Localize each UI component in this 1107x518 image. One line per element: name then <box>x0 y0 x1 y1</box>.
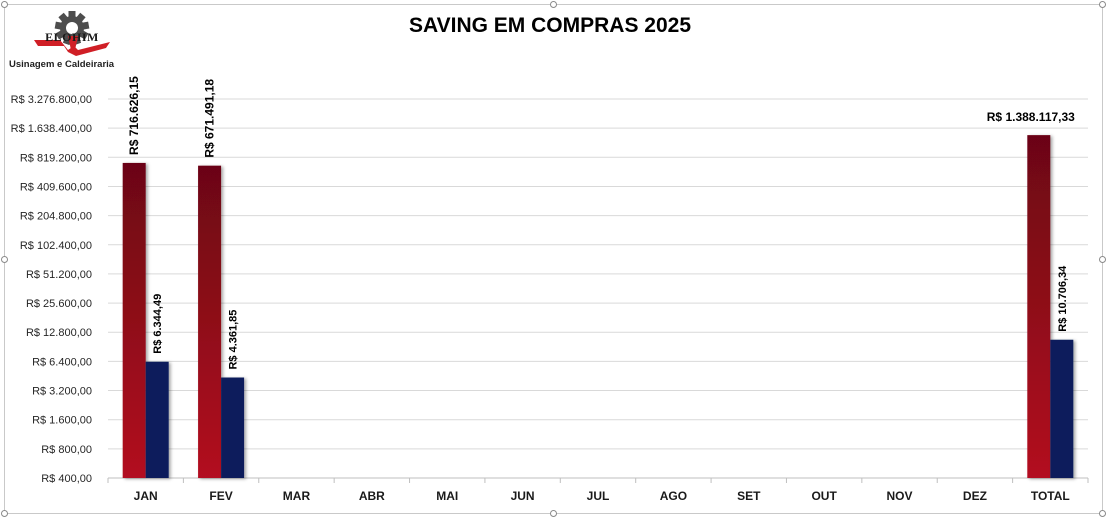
x-tick-label: MAI <box>436 489 458 503</box>
x-tick-label: JUL <box>587 489 610 503</box>
bar-saving[interactable] <box>122 162 146 478</box>
bar-secondary[interactable] <box>1050 339 1074 478</box>
chart-frame <box>4 4 1103 514</box>
resize-handle-bottom-center[interactable] <box>550 510 557 517</box>
data-label: R$ 671.491,18 <box>203 79 217 158</box>
y-tick-label: R$ 400,00 <box>41 473 92 485</box>
y-tick-label: R$ 3.200,00 <box>32 386 92 398</box>
x-tick-label: DEZ <box>963 489 987 503</box>
x-tick-label: TOTAL <box>1031 489 1070 503</box>
y-tick-label: R$ 3.276.800,00 <box>11 94 92 106</box>
y-tick-label: R$ 1.638.400,00 <box>11 123 92 135</box>
y-tick-label: R$ 409.600,00 <box>20 181 92 193</box>
x-tick-label: MAR <box>283 489 311 503</box>
resize-handle-middle-left[interactable] <box>1 256 8 263</box>
company-logo: ELOHIM Usinagem e Caldeiraria <box>8 6 148 72</box>
resize-handle-middle-right[interactable] <box>1099 256 1106 263</box>
resize-handle-top-left[interactable] <box>1 1 8 8</box>
resize-handle-top-right[interactable] <box>1099 1 1106 8</box>
x-tick-label: NOV <box>887 489 913 503</box>
data-label: R$ 4.361,85 <box>228 310 240 370</box>
x-tick-label: SET <box>737 489 761 503</box>
y-tick-label: R$ 6.400,00 <box>32 356 92 368</box>
bar-secondary[interactable] <box>221 377 245 478</box>
y-tick-label: R$ 12.800,00 <box>26 327 92 339</box>
y-tick-label: R$ 819.200,00 <box>20 152 92 164</box>
x-tick-label: AGO <box>660 489 687 503</box>
data-label: R$ 6.344,49 <box>152 294 164 354</box>
bar-saving[interactable] <box>198 165 222 478</box>
y-tick-label: R$ 800,00 <box>41 444 92 456</box>
y-tick-label: R$ 51.200,00 <box>26 269 92 281</box>
x-tick-label: JAN <box>134 489 158 503</box>
y-tick-label: R$ 204.800,00 <box>20 211 92 223</box>
data-label: R$ 10.706,34 <box>1057 265 1069 332</box>
logo-subtitle: Usinagem e Caldeiraria <box>9 59 115 70</box>
data-label: R$ 1.388.117,33 <box>987 110 1075 124</box>
y-tick-label: R$ 25.600,00 <box>26 298 92 310</box>
resize-handle-bottom-right[interactable] <box>1099 510 1106 517</box>
y-tick-label: R$ 102.400,00 <box>20 240 92 252</box>
x-tick-label: ABR <box>359 489 385 503</box>
y-tick-label: R$ 1.600,00 <box>32 415 92 427</box>
gear-icon <box>34 11 110 56</box>
resize-handle-bottom-left[interactable] <box>1 510 8 517</box>
x-tick-label: FEV <box>209 489 232 503</box>
data-label: R$ 716.626,15 <box>127 76 141 155</box>
x-tick-label: OUT <box>811 489 837 503</box>
bar-secondary[interactable] <box>145 361 169 478</box>
bar-saving[interactable] <box>1027 135 1051 478</box>
chart-title: SAVING EM COMPRAS 2025 <box>408 14 691 37</box>
x-tick-label: JUN <box>511 489 535 503</box>
resize-handle-top-center[interactable] <box>550 1 557 8</box>
logo-name: ELOHIM <box>45 30 99 44</box>
